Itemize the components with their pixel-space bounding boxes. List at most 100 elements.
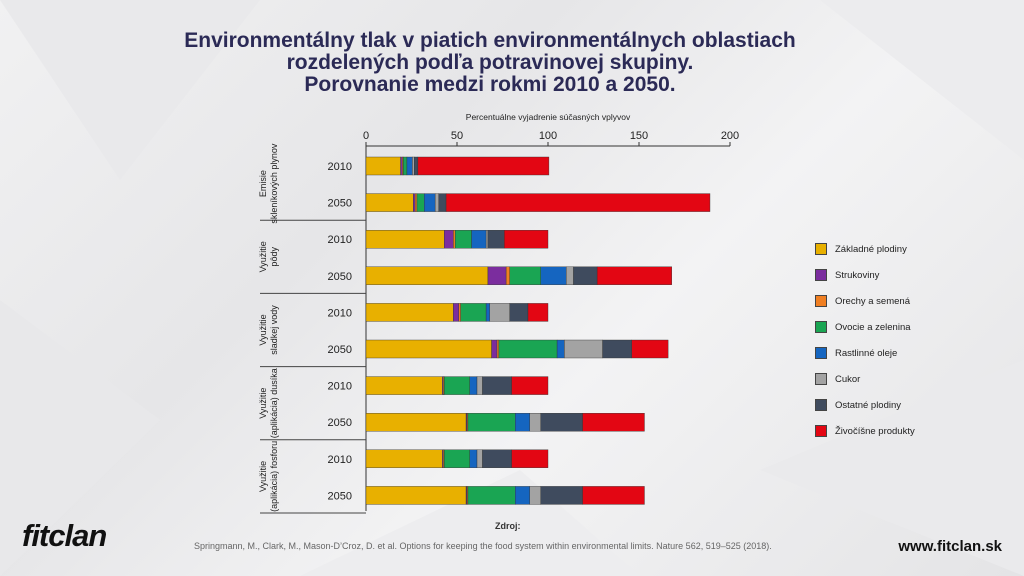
legend-item: Cukor (815, 366, 915, 392)
group-label: Využitie (258, 461, 268, 492)
legend-item: Rastlinné oleje (815, 340, 915, 366)
bar-segment (505, 266, 510, 285)
legend-item: Základné plodiny (815, 236, 915, 262)
bar-segment (467, 413, 516, 432)
x-tick-label: 150 (630, 130, 648, 142)
group-label: (aplikácia) fosforu (269, 441, 279, 512)
row-label-year: 2010 (328, 454, 352, 466)
bar-segment (487, 229, 505, 249)
legend-label: Ostatné plodiny (835, 399, 902, 411)
bar-segment (540, 266, 567, 285)
bar-segment (365, 193, 414, 212)
legend-label: Strukoviny (835, 269, 880, 281)
group-label: skleníkových plynov (269, 143, 279, 224)
bar-segment (515, 413, 530, 432)
bar-segment (445, 193, 711, 212)
bar-segment (564, 339, 603, 359)
bar-segment (453, 303, 460, 322)
bar-segment (406, 156, 413, 176)
bar-segment (504, 229, 549, 249)
legend-swatch (815, 373, 827, 385)
legend-item: Ostatné plodiny (815, 392, 915, 418)
bar-segment (403, 156, 408, 176)
group-label: pôdy (269, 247, 279, 267)
bar-segment (511, 449, 549, 468)
bar-segment (365, 413, 467, 432)
bar-segment (444, 449, 470, 468)
group-label: Využitie (258, 241, 268, 272)
legend-item: Živočíšne produkty (815, 418, 915, 444)
bar-segment (469, 449, 478, 468)
x-tick-label: 100 (539, 130, 557, 142)
row-label-year: 2010 (328, 161, 352, 173)
legend-swatch (815, 321, 827, 333)
bar-segment (424, 193, 436, 212)
group-label: sladkej vody (269, 305, 279, 355)
legend-swatch (815, 269, 827, 281)
legend-label: Orechy a semená (835, 295, 910, 307)
x-axis-label: Percentuálne vyjadrenie súčasných vplyvo… (466, 112, 631, 122)
bar-segment (485, 303, 490, 322)
bar-segment (496, 339, 500, 359)
legend-label: Základné plodiny (835, 243, 907, 255)
bar-segment (467, 486, 516, 505)
chart-title: Environmentálny tlak v piatich environme… (0, 30, 980, 96)
bar-segment (365, 156, 401, 176)
group-label: Emisie (258, 170, 268, 197)
bar-segment (509, 266, 541, 285)
bar-segment (487, 266, 507, 285)
bar-segment (454, 229, 472, 249)
row-label-year: 2050 (328, 344, 352, 356)
legend-item: Orechy a semená (815, 288, 915, 314)
legend-item: Ovocie a zelenina (815, 314, 915, 340)
bar-segment (469, 376, 478, 395)
legend-swatch (815, 347, 827, 359)
legend-label: Cukor (835, 373, 861, 385)
title-line-3: Porovnanie medzi rokmi 2010 a 2050. (304, 73, 676, 96)
bar-segment (573, 266, 598, 285)
row-label-year: 2010 (328, 307, 352, 319)
bar-segment (471, 229, 487, 249)
bar-segment (365, 449, 443, 468)
bar-segment (434, 193, 440, 212)
bar-segment (365, 303, 454, 322)
bar-segment (515, 486, 530, 505)
bar-segment (509, 303, 529, 322)
x-tick-label: 50 (451, 130, 463, 142)
bar-segment (476, 376, 483, 395)
bar-segment (365, 339, 492, 359)
source-label: Zdroj: (495, 521, 521, 531)
group-label: Využitie (258, 314, 268, 345)
bar-segment (556, 339, 565, 359)
bar-segment (529, 413, 541, 432)
bar-segment (491, 339, 498, 359)
bar-segment (413, 193, 416, 212)
bar-segment (460, 303, 487, 322)
row-label-year: 2010 (328, 234, 352, 246)
bar-segment (485, 229, 489, 249)
bar-segment (444, 376, 470, 395)
row-label-year: 2050 (328, 417, 352, 429)
x-tick-label: 200 (721, 130, 739, 142)
bar-segment (511, 376, 549, 395)
bar-segment (365, 266, 489, 285)
legend-label: Živočíšne produkty (835, 425, 915, 437)
bar-segment (365, 486, 467, 505)
bar-segment (400, 156, 403, 176)
row-label-year: 2050 (328, 271, 352, 283)
bar-segment (482, 449, 512, 468)
source-citation: Springmann, M., Clark, M., Mason-D’Croz,… (194, 541, 772, 551)
chart-legend: Základné plodiny Strukoviny Orechy a semen… (815, 236, 915, 444)
bar-segment (527, 303, 549, 322)
legend-swatch (815, 295, 827, 307)
bar-segment (582, 486, 645, 505)
legend-label: Rastlinné oleje (835, 347, 898, 359)
website-url: www.fitclan.sk (898, 538, 1002, 555)
title-line-1: Environmentálny tlak v piatich environme… (184, 29, 796, 52)
x-tick-label: 0 (363, 130, 369, 142)
fitclan-logo: fitclan (22, 518, 107, 553)
bar-segment (498, 339, 558, 359)
bar-segment (416, 193, 425, 212)
